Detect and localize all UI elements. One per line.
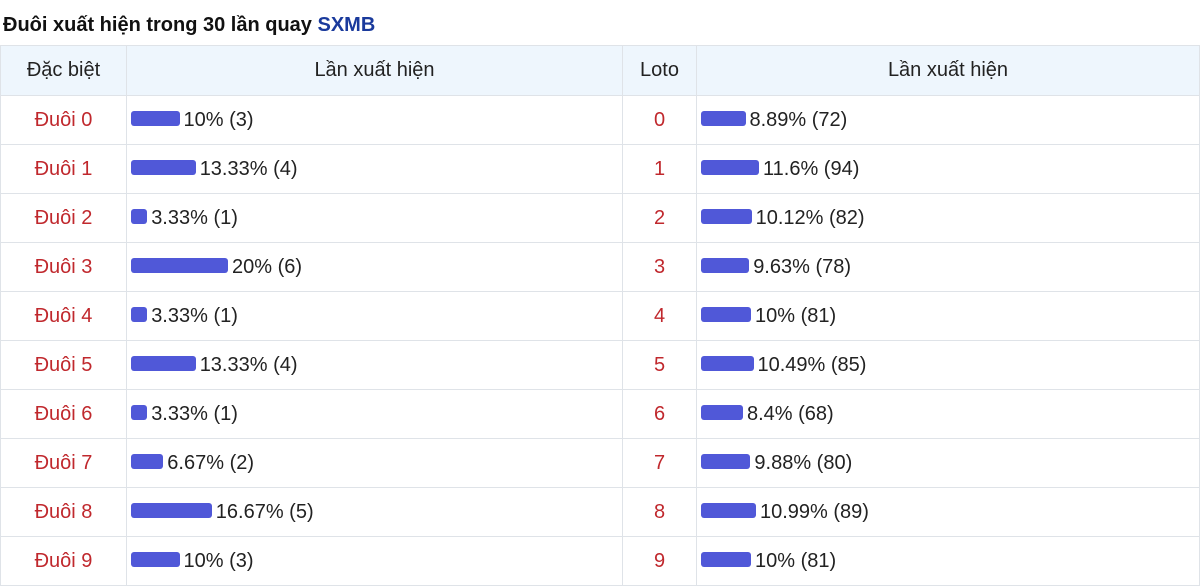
table-row: Đuôi 1 13.33% (4) 1 11.6% (94) bbox=[0, 144, 1200, 194]
loto-freq: 10% (81) bbox=[696, 536, 1200, 586]
loto-label: 7 bbox=[622, 438, 697, 488]
table-row: Đuôi 8 16.67% (5) 8 10.99% (89) bbox=[0, 487, 1200, 537]
loto-freq-text: 9.88% (80) bbox=[754, 451, 853, 474]
table-row: Đuôi 3 20% (6) 3 9.63% (78) bbox=[0, 242, 1200, 292]
table-row: Đuôi 9 10% (3) 9 10% (81) bbox=[0, 536, 1200, 586]
loto-freq-text: 10% (81) bbox=[755, 304, 837, 327]
loto-freq: 9.88% (80) bbox=[696, 438, 1200, 488]
table-row: Đuôi 0 10% (3) 0 8.89% (72) bbox=[0, 95, 1200, 145]
loto-label: 4 bbox=[622, 291, 697, 341]
special-freq: 13.33% (4) bbox=[126, 340, 623, 390]
loto-bar bbox=[701, 159, 759, 175]
special-bar bbox=[131, 257, 228, 273]
loto-freq-text: 8.4% (68) bbox=[747, 402, 834, 425]
table-row: Đuôi 5 13.33% (4) 5 10.49% (85) bbox=[0, 340, 1200, 390]
loto-freq-text: 10.99% (89) bbox=[760, 500, 869, 523]
loto-freq-text: 10.49% (85) bbox=[757, 353, 867, 376]
loto-freq: 11.6% (94) bbox=[696, 144, 1200, 194]
loto-label: 0 bbox=[622, 95, 697, 145]
special-bar bbox=[131, 404, 148, 420]
loto-bar bbox=[701, 110, 746, 126]
loto-freq-text: 11.6% (94) bbox=[763, 157, 860, 180]
special-bar bbox=[131, 551, 180, 567]
special-freq-text: 3.33% (1) bbox=[151, 206, 238, 229]
loto-freq: 9.63% (78) bbox=[696, 242, 1200, 292]
special-label: Đuôi 7 bbox=[0, 438, 127, 488]
special-label: Đuôi 3 bbox=[0, 242, 127, 292]
loto-label: 1 bbox=[622, 144, 697, 194]
loto-label: 9 bbox=[622, 536, 697, 586]
loto-freq: 8.4% (68) bbox=[696, 389, 1200, 439]
loto-freq-text: 10.12% (82) bbox=[755, 206, 865, 229]
special-bar bbox=[131, 159, 196, 175]
loto-bar bbox=[701, 551, 751, 567]
title-text: Đuôi xuất hiện trong 30 lần quay bbox=[3, 14, 312, 36]
loto-freq: 8.89% (72) bbox=[696, 95, 1200, 145]
special-label: Đuôi 8 bbox=[0, 487, 127, 537]
header-row: Đặc biệt Lần xuất hiện Loto Lần xuất hiệ… bbox=[0, 45, 1200, 96]
special-freq-text: 16.67% (5) bbox=[215, 500, 314, 523]
special-label: Đuôi 9 bbox=[0, 536, 127, 586]
loto-freq: 10.12% (82) bbox=[696, 193, 1200, 243]
loto-label: 6 bbox=[622, 389, 697, 439]
loto-freq: 10% (81) bbox=[696, 291, 1200, 341]
special-freq-text: 10% (3) bbox=[183, 549, 254, 572]
special-freq: 3.33% (1) bbox=[126, 193, 623, 243]
special-label: Đuôi 4 bbox=[0, 291, 127, 341]
special-bar bbox=[131, 208, 148, 224]
header-special: Đặc biệt bbox=[0, 45, 127, 96]
loto-bar bbox=[701, 355, 754, 371]
special-label: Đuôi 0 bbox=[0, 95, 127, 145]
loto-label: 3 bbox=[622, 242, 697, 292]
page-title: Đuôi xuất hiện trong 30 lần quay SXMB bbox=[3, 14, 375, 37]
special-label: Đuôi 6 bbox=[0, 389, 127, 439]
header-freq-special: Lần xuất hiện bbox=[126, 45, 623, 96]
loto-label: 2 bbox=[622, 193, 697, 243]
special-freq: 3.33% (1) bbox=[126, 291, 623, 341]
table-row: Đuôi 4 3.33% (1) 4 10% (81) bbox=[0, 291, 1200, 341]
loto-bar bbox=[701, 257, 750, 273]
special-label: Đuôi 1 bbox=[0, 144, 127, 194]
special-freq: 10% (3) bbox=[126, 536, 623, 586]
loto-bar bbox=[701, 404, 743, 420]
special-bar bbox=[131, 502, 212, 518]
table-row: Đuôi 6 3.33% (1) 6 8.4% (68) bbox=[0, 389, 1200, 439]
loto-freq-text: 8.89% (72) bbox=[749, 108, 848, 131]
table-row: Đuôi 2 3.33% (1) 2 10.12% (82) bbox=[0, 193, 1200, 243]
special-freq: 20% (6) bbox=[126, 242, 623, 292]
special-freq-text: 13.33% (4) bbox=[199, 353, 298, 376]
loto-freq-text: 10% (81) bbox=[755, 549, 837, 572]
loto-freq: 10.49% (85) bbox=[696, 340, 1200, 390]
brand-link[interactable]: SXMB bbox=[317, 14, 376, 36]
special-freq-text: 6.67% (2) bbox=[167, 451, 255, 474]
loto-freq: 10.99% (89) bbox=[696, 487, 1200, 537]
table-row: Đuôi 7 6.67% (2) 7 9.88% (80) bbox=[0, 438, 1200, 488]
header-loto: Loto bbox=[622, 45, 697, 96]
special-freq-text: 3.33% (1) bbox=[151, 402, 238, 425]
special-label: Đuôi 5 bbox=[0, 340, 127, 390]
loto-bar bbox=[701, 502, 756, 518]
special-bar bbox=[131, 306, 148, 322]
special-label: Đuôi 2 bbox=[0, 193, 127, 243]
special-bar bbox=[131, 110, 180, 126]
special-bar bbox=[131, 453, 164, 469]
special-freq: 3.33% (1) bbox=[126, 389, 623, 439]
frequency-table: Đặc biệt Lần xuất hiện Loto Lần xuất hiệ… bbox=[0, 45, 1200, 586]
special-freq-text: 3.33% (1) bbox=[151, 304, 238, 327]
special-bar bbox=[131, 355, 196, 371]
header-freq-loto: Lần xuất hiện bbox=[696, 45, 1200, 96]
loto-bar bbox=[701, 453, 751, 469]
loto-label: 8 bbox=[622, 487, 697, 537]
special-freq-text: 10% (3) bbox=[183, 108, 254, 131]
special-freq: 6.67% (2) bbox=[126, 438, 623, 488]
loto-freq-text: 9.63% (78) bbox=[753, 255, 852, 278]
loto-label: 5 bbox=[622, 340, 697, 390]
special-freq-text: 20% (6) bbox=[232, 255, 303, 278]
loto-bar bbox=[701, 306, 751, 322]
loto-bar bbox=[701, 208, 752, 224]
special-freq: 10% (3) bbox=[126, 95, 623, 145]
special-freq: 16.67% (5) bbox=[126, 487, 623, 537]
special-freq: 13.33% (4) bbox=[126, 144, 623, 194]
special-freq-text: 13.33% (4) bbox=[199, 157, 298, 180]
